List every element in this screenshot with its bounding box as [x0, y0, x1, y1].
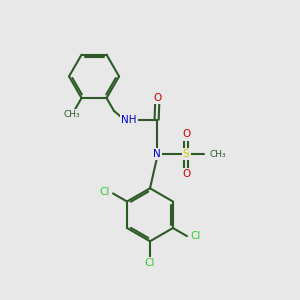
- Text: CH₃: CH₃: [64, 110, 80, 119]
- Text: N: N: [153, 149, 160, 159]
- Text: O: O: [182, 129, 190, 140]
- Text: O: O: [153, 93, 161, 103]
- Text: S: S: [183, 149, 189, 159]
- Text: CH₃: CH₃: [210, 150, 226, 159]
- Text: Cl: Cl: [190, 231, 200, 241]
- Text: Cl: Cl: [145, 258, 155, 268]
- Text: O: O: [182, 169, 190, 179]
- Text: Cl: Cl: [100, 187, 110, 197]
- Text: NH: NH: [121, 115, 136, 124]
